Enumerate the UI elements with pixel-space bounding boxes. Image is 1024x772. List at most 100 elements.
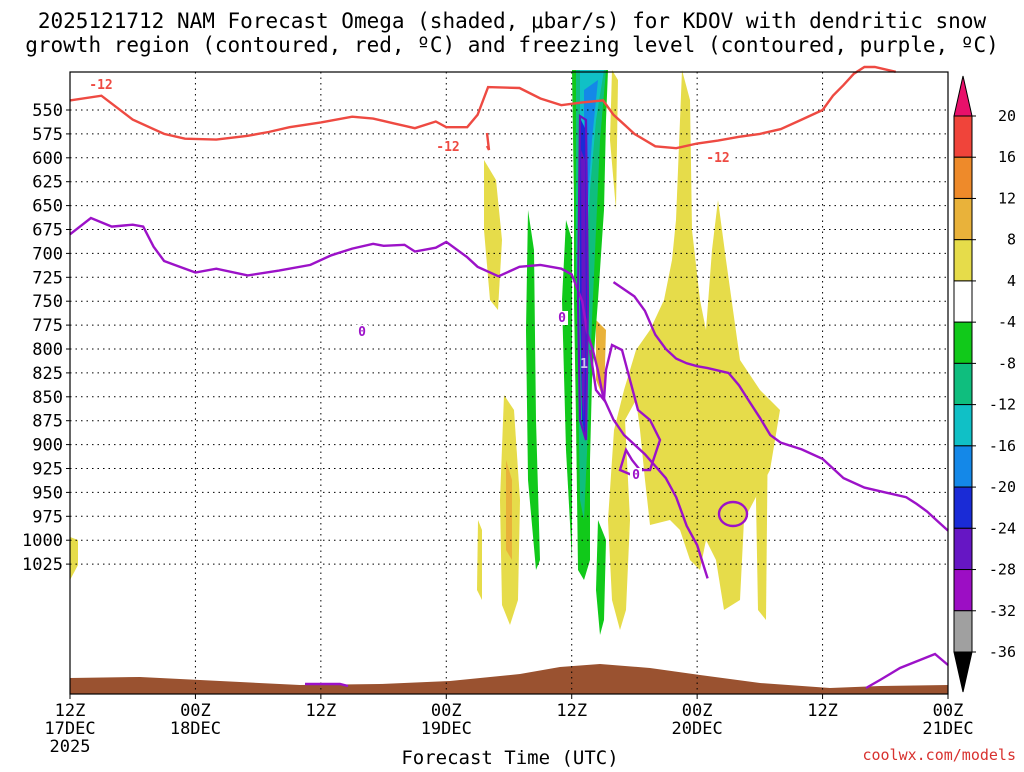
x-tick-label: 21DEC — [922, 719, 973, 739]
shade-green — [526, 210, 540, 570]
purple-contour-label: 0 — [558, 311, 566, 326]
omega-shading — [70, 70, 948, 694]
plot-frame — [69, 71, 949, 695]
x-tick-label: 18DEC — [170, 719, 221, 739]
shade-yellow — [477, 520, 482, 600]
purple-contour-label: 0 — [358, 325, 366, 340]
y-tick-label: 925 — [32, 460, 63, 480]
y-tick-label: 950 — [32, 483, 63, 503]
colorbar-swatch — [953, 527, 973, 571]
purple-freezing-contour — [588, 343, 662, 477]
colorbar-label: 20 — [998, 107, 1016, 125]
chart-title-line2: growth region (contoured, red, ºC) and f… — [25, 33, 999, 57]
x-tick-label: 20DEC — [672, 719, 723, 739]
label-bg — [356, 325, 368, 339]
contour-lines: -12 -12 -12 0 0 0 1 — [69, 65, 949, 690]
colorbar-label: -36 — [989, 643, 1016, 661]
y-tick-label: 875 — [32, 412, 63, 432]
small-contour-label: 1 — [580, 357, 588, 372]
y-tick-label: 725 — [32, 268, 63, 288]
y-tick-label: 750 — [32, 292, 63, 312]
shade-yellow — [484, 160, 502, 310]
shade-green — [562, 220, 572, 560]
y-tick-label: 850 — [32, 388, 63, 408]
label-bg — [432, 140, 464, 154]
colorbar-swatch — [953, 239, 973, 282]
colorbar-label: -28 — [989, 561, 1016, 579]
x-axis-label: Forecast Time (UTC) — [401, 747, 618, 768]
shade-yellow — [608, 70, 780, 630]
y-tick-label: 975 — [32, 507, 63, 527]
purple-freezing-contour — [69, 216, 709, 579]
shade-purple — [581, 150, 586, 420]
label-bg — [556, 311, 568, 325]
label-bg — [85, 78, 117, 92]
x-tick-label: 19DEC — [421, 719, 472, 739]
shade-orange — [596, 320, 606, 400]
y-tick-label: 775 — [32, 316, 63, 336]
colorbar-label: -20 — [989, 478, 1016, 496]
purple-omega-contour — [576, 113, 590, 441]
red-dgz-contour — [69, 65, 896, 150]
colorbar-label: -32 — [989, 602, 1016, 620]
y-tick-label: 1000 — [22, 531, 63, 551]
shade-orange — [506, 460, 512, 560]
x-tick-label: 12Z — [305, 701, 336, 721]
colorbar: 20 16 12 8 4 -4 -8 -12 -16 -20 -24 -28 -32 -36 — [953, 75, 1016, 693]
colorbar-swatch — [953, 362, 973, 406]
colorbar-swatch — [953, 651, 973, 693]
colorbar-swatch — [953, 610, 973, 653]
colorbar-swatch — [953, 404, 973, 447]
x-tick-label: 2025 — [50, 737, 91, 757]
x-tick-label: 00Z — [180, 701, 211, 721]
colorbar-swatch — [953, 445, 973, 488]
x-tick-label: 12Z — [807, 701, 838, 721]
y-axis-ticks: 550 575 600 625 650 675 700 725 750 775 800 825 850 8… — [22, 101, 70, 575]
red-contour-label: -12 — [436, 140, 459, 155]
colorbar-label: 4 — [1007, 272, 1016, 290]
colorbar-swatch — [953, 115, 973, 158]
colorbar-label: -12 — [989, 396, 1016, 414]
x-tick-label: 00Z — [933, 701, 964, 721]
colorbar-swatch — [953, 280, 973, 323]
shade-yellow — [610, 70, 618, 210]
dotted-grid — [70, 72, 948, 694]
purple-freezing-contour — [612, 281, 949, 532]
label-bg — [630, 468, 642, 482]
y-tick-label: 700 — [32, 244, 63, 264]
y-tick-label: 600 — [32, 149, 63, 169]
colorbar-swatch — [953, 156, 973, 199]
ground-terrain — [70, 664, 948, 694]
colorbar-label: 16 — [998, 148, 1016, 166]
colorbar-label: -8 — [998, 354, 1016, 372]
colorbar-swatch — [953, 197, 973, 241]
colorbar-label: -24 — [989, 519, 1016, 537]
y-tick-label: 800 — [32, 340, 63, 360]
colorbar-swatch — [953, 569, 973, 612]
purple-contour-label: 0 — [632, 468, 640, 483]
x-tick-label: 12Z — [55, 701, 86, 721]
y-tick-label: 825 — [32, 364, 63, 384]
colorbar-label: 8 — [1007, 231, 1016, 249]
shade-green — [596, 520, 606, 635]
purple-freezing-contour — [717, 500, 749, 528]
x-tick-label: 12Z — [556, 701, 587, 721]
red-dgz-contour — [485, 132, 491, 151]
shade-yellow — [70, 537, 78, 580]
colorbar-label: 12 — [998, 189, 1016, 207]
y-tick-label: 625 — [32, 173, 63, 193]
red-contour-label: -12 — [89, 78, 112, 93]
x-tick-label: 00Z — [682, 701, 713, 721]
x-tick-label: 17DEC — [44, 719, 95, 739]
colorbar-label: -4 — [998, 313, 1016, 331]
y-tick-label: 575 — [32, 125, 63, 145]
credit-text: coolwx.com/models — [862, 746, 1016, 764]
colorbar-swatch — [953, 321, 973, 364]
shade-yellow — [756, 400, 768, 620]
y-tick-label: 900 — [32, 436, 63, 456]
y-tick-label: 1025 — [22, 555, 63, 575]
y-tick-label: 550 — [32, 101, 63, 121]
colorbar-swatch — [953, 75, 973, 117]
chart-title-line1: 2025121712 NAM Forecast Omega (shaded, μ… — [38, 9, 987, 33]
